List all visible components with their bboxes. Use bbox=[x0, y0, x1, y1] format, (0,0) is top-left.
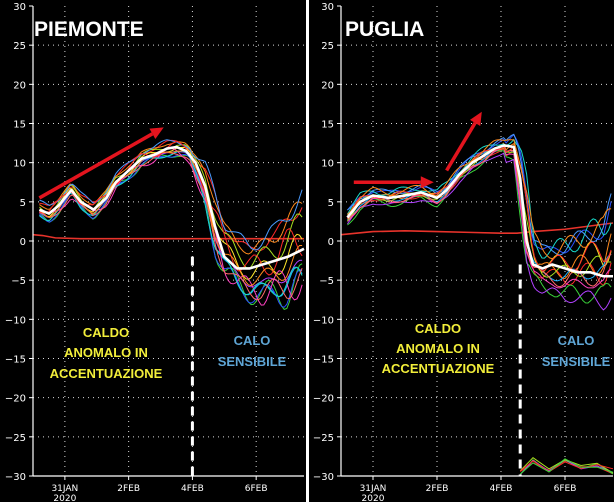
series-ensemble-member bbox=[39, 150, 303, 298]
series-ensemble-member bbox=[347, 139, 612, 260]
grid-layer bbox=[33, 6, 304, 476]
y-tick-label: 10 bbox=[321, 159, 334, 170]
y-tick-label: −5 bbox=[11, 276, 26, 287]
y-tick-label: 30 bbox=[13, 2, 26, 13]
y-tick-label: 20 bbox=[321, 80, 334, 91]
caption-warm: CALDO ANOMALO IN ACCENTUAZIONE bbox=[382, 321, 495, 376]
y-tick-label: −20 bbox=[313, 394, 334, 405]
caption-warm-line3: ACCENTUAZIONE bbox=[50, 366, 163, 381]
panel-divider bbox=[306, 0, 309, 502]
y-tick-label: 30 bbox=[321, 2, 334, 13]
series-ensemble-member bbox=[347, 133, 612, 254]
y-tick-label: −15 bbox=[313, 355, 334, 366]
caption-cold: CALO SENSIBILE bbox=[542, 333, 611, 369]
series-ensemble-member bbox=[39, 141, 303, 255]
y-tick-label: 15 bbox=[13, 120, 26, 131]
trend-arrow-head bbox=[420, 176, 434, 189]
caption-cold-line2: SENSIBILE bbox=[218, 354, 287, 369]
x-tick-label: 31JAN bbox=[51, 484, 78, 494]
series-ensemble-member bbox=[39, 150, 303, 287]
mean-layer bbox=[38, 145, 305, 270]
climatology-layer bbox=[340, 222, 614, 236]
caption-warm-line3: ACCENTUAZIONE bbox=[382, 361, 495, 376]
x-tick-label: 2FEB bbox=[117, 484, 140, 494]
trend-arrow-shaft bbox=[445, 122, 477, 172]
panel-background bbox=[309, 0, 614, 502]
series-ensemble-member bbox=[347, 150, 612, 304]
y-tick-label: −10 bbox=[313, 315, 334, 326]
trend-arrow-head bbox=[149, 127, 164, 140]
y-tick-label: 15 bbox=[321, 120, 334, 131]
caption-warm: CALDO ANOMALO IN ACCENTUAZIONE bbox=[50, 325, 163, 381]
caption-cold: CALO SENSIBILE bbox=[218, 333, 287, 369]
mean-layer bbox=[346, 144, 613, 278]
series-climatology bbox=[32, 233, 304, 240]
caption-warm-line1: CALDO bbox=[83, 325, 129, 340]
series-ensemble-member bbox=[39, 139, 303, 251]
series-ensemble-member bbox=[39, 153, 303, 308]
caption-warm-line2: ANOMALO IN bbox=[396, 341, 480, 356]
chart-title: PIEMONTE bbox=[34, 18, 144, 41]
caption-warm-line1: CALDO bbox=[415, 321, 461, 336]
series-low-tail bbox=[519, 457, 614, 474]
y-tick-label: −30 bbox=[313, 472, 334, 483]
x-tick-sublabel: 2020 bbox=[362, 494, 385, 502]
y-tick-label: −30 bbox=[5, 472, 26, 483]
series-climatology bbox=[340, 222, 614, 236]
caption-cold-line1: CALO bbox=[234, 333, 271, 348]
y-tick-label: −25 bbox=[313, 433, 334, 444]
series-ensemble-mean bbox=[38, 145, 305, 270]
x-tick-label: 6FEB bbox=[554, 484, 577, 494]
series-low-tail bbox=[519, 458, 614, 475]
y-tick-label: 5 bbox=[328, 198, 334, 209]
caption-cold-line1: CALO bbox=[558, 333, 595, 348]
x-tick-label: 4FEB bbox=[490, 484, 513, 494]
series-ensemble-mean bbox=[346, 144, 613, 278]
trend-arrow-shaft bbox=[38, 132, 154, 200]
x-tick-label: 4FEB bbox=[181, 484, 204, 494]
y-tick-label: 25 bbox=[13, 41, 26, 52]
y-tick-label: 10 bbox=[13, 159, 26, 170]
series-low-tail bbox=[519, 460, 614, 473]
y-tick-label: 25 bbox=[321, 41, 334, 52]
y-tick-label: 0 bbox=[328, 237, 334, 248]
arrow-layer bbox=[353, 111, 482, 189]
x-tick-label: 31JAN bbox=[360, 484, 387, 494]
y-tick-label: −10 bbox=[5, 315, 26, 326]
series-ensemble-member bbox=[346, 138, 612, 259]
y-tick-label: 20 bbox=[13, 80, 26, 91]
arrow-layer bbox=[38, 127, 164, 200]
x-tick-label: 2FEB bbox=[426, 484, 449, 494]
climatology-layer bbox=[32, 233, 304, 240]
y-tick-label: 5 bbox=[20, 198, 26, 209]
y-tick-label: 0 bbox=[20, 237, 26, 248]
x-tick-label: 6FEB bbox=[245, 484, 268, 494]
y-tick-label: −5 bbox=[319, 276, 334, 287]
series-ensemble-member bbox=[347, 145, 612, 288]
y-tick-label: −20 bbox=[5, 394, 26, 405]
x-tick-sublabel: 2020 bbox=[53, 494, 76, 502]
chart-title: PUGLIA bbox=[345, 18, 424, 41]
y-tick-label: −25 bbox=[5, 433, 26, 444]
panel-background bbox=[0, 0, 306, 502]
trend-arrow-head bbox=[469, 111, 482, 126]
y-tick-label: −15 bbox=[5, 355, 26, 366]
caption-cold-line2: SENSIBILE bbox=[542, 354, 611, 369]
caption-warm-line2: ANOMALO IN bbox=[64, 345, 148, 360]
